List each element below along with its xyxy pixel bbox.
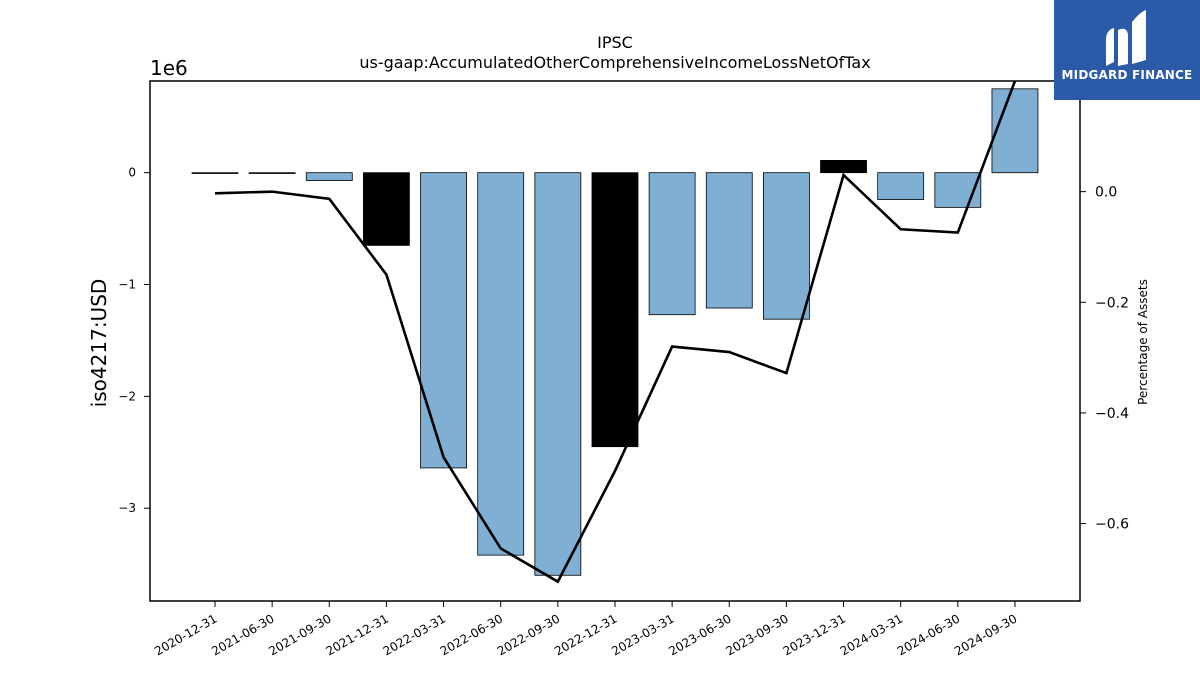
logo-mark-icon <box>1106 10 1146 67</box>
x-tick-label: 2023-06-30 <box>666 611 733 658</box>
chart-subtitle: us-gaap:AccumulatedOtherComprehensiveInc… <box>359 53 870 72</box>
x-tick-label: 2022-12-31 <box>552 611 619 658</box>
logo-text: MIDGARD FINANCE <box>1061 68 1193 82</box>
bar-2022-06-30 <box>477 172 525 556</box>
y-tick-label: −2 <box>118 389 136 403</box>
bar-2021-09-30 <box>305 172 353 181</box>
y-axis-label: iso4217:USD <box>87 279 111 408</box>
x-tick-label: 2022-03-31 <box>381 611 448 658</box>
y2-axis-label: Percentage of Assets <box>1136 279 1150 405</box>
bars-group <box>191 88 1039 576</box>
y-tick-label: −3 <box>118 501 136 515</box>
x-tick-label: 2022-09-30 <box>495 611 562 658</box>
y2-tick-label: 0.0 <box>1095 185 1117 201</box>
bar-2021-06-30 <box>248 172 296 174</box>
x-tick-label: 2023-03-31 <box>609 611 676 658</box>
bar-2022-12-31 <box>591 172 639 448</box>
bar-2020-12-31 <box>191 172 239 174</box>
y2-tick-label: −0.2 <box>1095 295 1129 311</box>
chart-title: IPSC <box>597 33 633 52</box>
bar-2023-03-31 <box>648 172 696 316</box>
x-tick-label: 2023-12-31 <box>781 611 848 658</box>
y-offset-text: 1e6 <box>150 56 188 80</box>
x-tick-label: 2023-09-30 <box>723 611 790 658</box>
x-tick-label: 2021-06-30 <box>209 611 276 658</box>
bar-2023-06-30 <box>705 172 753 309</box>
bar-2023-12-31 <box>820 159 867 174</box>
percentage-line <box>214 80 1017 584</box>
bar-2024-09-30 <box>991 88 1039 174</box>
y2-tick-label: −0.6 <box>1095 517 1129 533</box>
x-tick-label: 2020-12-31 <box>152 611 219 658</box>
x-tick-label: 2024-06-30 <box>895 611 962 658</box>
bar-2024-03-31 <box>877 172 925 200</box>
line-group <box>214 80 1017 584</box>
y-tick-label: 0 <box>128 166 136 180</box>
x-tick-label: 2022-06-30 <box>438 611 505 658</box>
bar-2022-09-30 <box>534 172 582 576</box>
x-tick-label: 2024-09-30 <box>952 611 1019 658</box>
bar-2021-12-31 <box>363 172 410 246</box>
logo: MIDGARD FINANCE <box>1054 0 1200 100</box>
bar-2022-03-31 <box>420 172 467 469</box>
x-tick-label: 2021-12-31 <box>324 611 391 658</box>
y2-tick-label: −0.4 <box>1095 406 1129 422</box>
x-tick-label: 2021-09-30 <box>266 611 333 658</box>
y-tick-label: −1 <box>118 278 136 292</box>
bar-2023-09-30 <box>763 172 810 320</box>
x-tick-label: 2024-03-31 <box>838 611 905 658</box>
